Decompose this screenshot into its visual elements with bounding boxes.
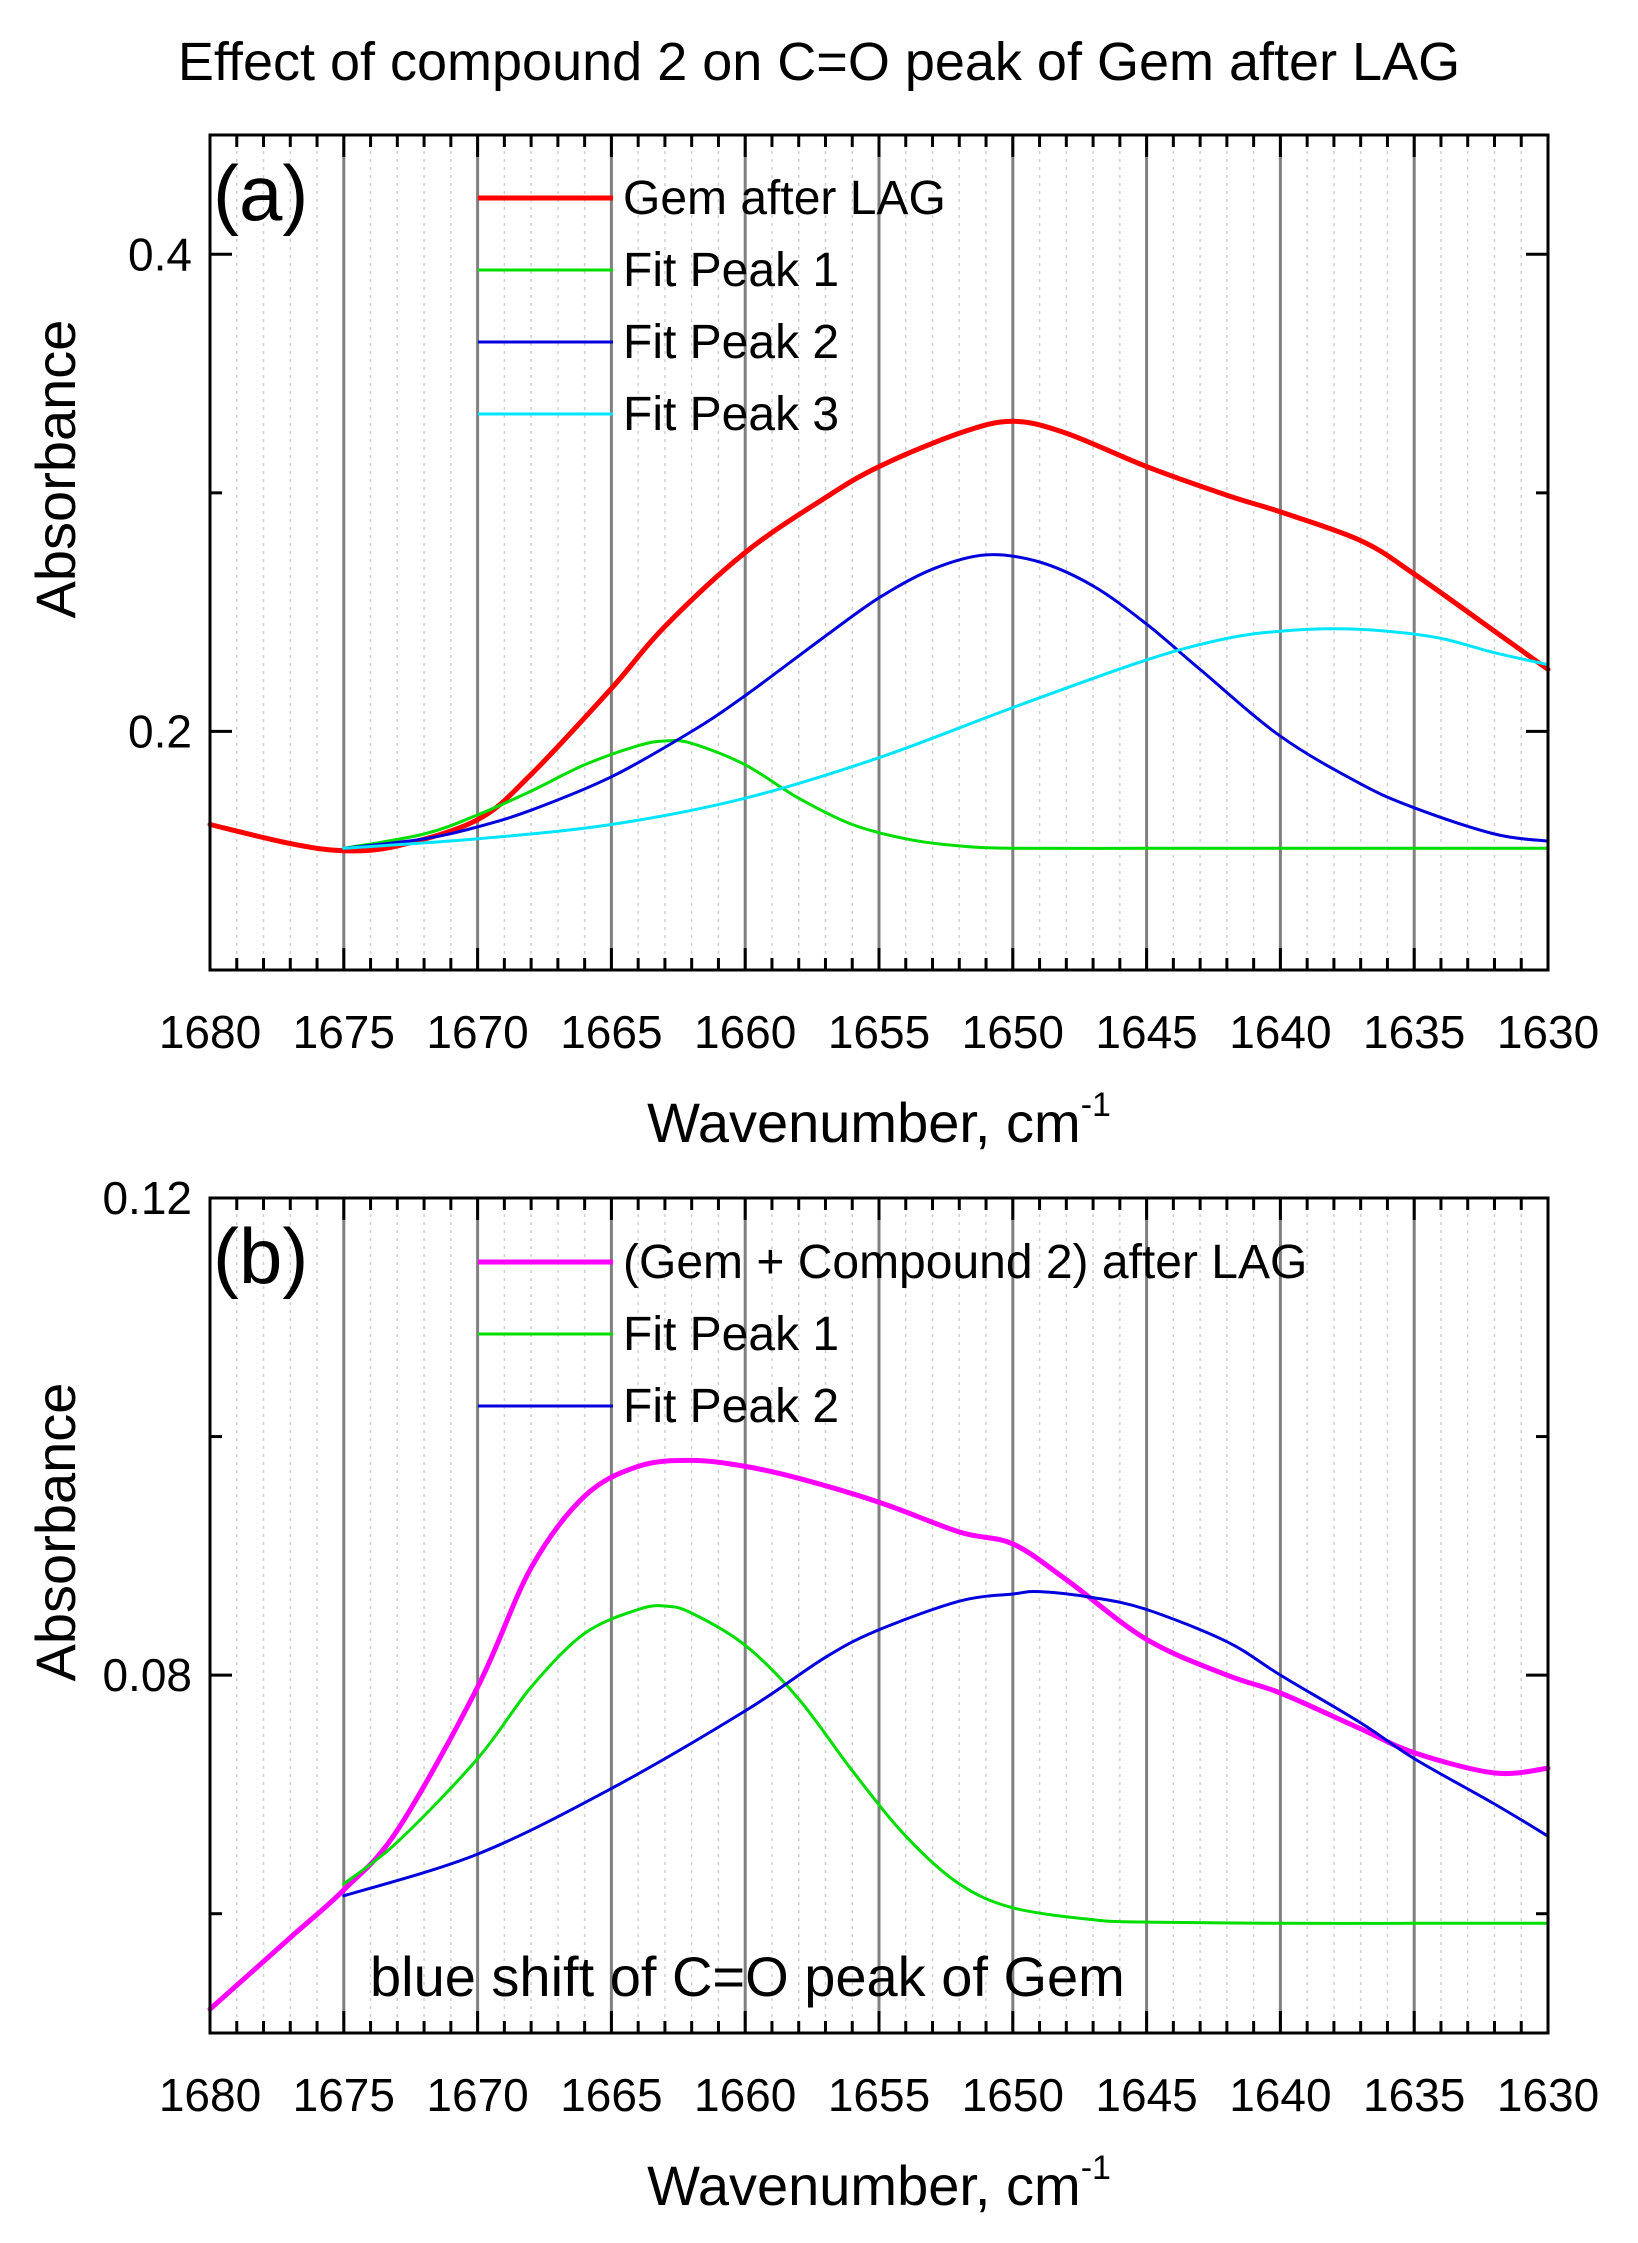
x-axis-label-superscript: -1	[1081, 2149, 1111, 2187]
series-line-3	[342, 553, 1550, 850]
x-tick-label: 1645	[1095, 1006, 1197, 1058]
annotation-text: blue shift of C=O peak of Gem	[370, 1945, 1125, 2008]
x-tick-label: 1645	[1095, 2069, 1197, 2121]
x-tick-label: 1660	[694, 2069, 796, 2121]
x-axis-label: Wavenumber, cm-1	[647, 2149, 1111, 2217]
y-tick-label: 0.2	[128, 705, 192, 757]
x-tick-label: 1635	[1363, 1006, 1465, 1058]
x-tick-label: 1630	[1497, 1006, 1599, 1058]
y-tick-label: 0.08	[102, 1649, 192, 1701]
x-axis-label: Wavenumber, cm-1	[647, 1086, 1111, 1154]
legend-label-3: Fit Peak 2	[623, 316, 839, 369]
figure-title: Effect of compound 2 on C=O peak of Gem …	[178, 32, 1460, 92]
y-tick-label: 0.4	[128, 228, 192, 280]
x-tick-label: 1660	[694, 1006, 796, 1058]
x-axis-label-superscript: -1	[1081, 1086, 1111, 1124]
panel-b: 1680 1675 1670 1665 1660 1655 1650 1645 1640 1635…	[24, 1172, 1599, 2217]
legend-label-4: Fit Peak 3	[623, 388, 839, 441]
x-tick-label: 1655	[828, 2069, 930, 2121]
legend-label-1: (Gem + Compound 2) after LAG	[623, 1236, 1307, 1289]
legend-label-2: Fit Peak 1	[623, 1308, 839, 1361]
x-tick-label: 1650	[962, 1006, 1064, 1058]
y-tick-label: 0.12	[102, 1172, 192, 1224]
panel-label: (b)	[213, 1212, 308, 1300]
x-tick-label: 1665	[560, 2069, 662, 2121]
x-tick-label: 1635	[1363, 2069, 1465, 2121]
x-tick-label: 1680	[159, 2069, 261, 2121]
series-line-2	[342, 1604, 1550, 1925]
panel-label: (a)	[213, 149, 308, 237]
x-tick-label: 1670	[426, 1006, 528, 1058]
legend-label-3: Fit Peak 2	[623, 1380, 839, 1433]
x-tick-label: 1640	[1229, 1006, 1331, 1058]
x-tick-label: 1665	[560, 1006, 662, 1058]
panel-a: 1680 1675 1670 1665 1660 1655 1650 1645 1640 1635…	[24, 133, 1599, 1154]
legend-label-2: Fit Peak 1	[623, 244, 839, 297]
legend-label-1: Gem after LAG	[623, 172, 946, 225]
x-tick-label: 1650	[962, 2069, 1064, 2121]
series-line-3	[342, 1589, 1550, 1898]
x-tick-label: 1680	[159, 1006, 261, 1058]
x-tick-label: 1675	[293, 1006, 395, 1058]
series-line-4	[342, 627, 1550, 850]
series-line-2	[342, 739, 1550, 850]
series-line-1	[207, 1457, 1551, 2012]
x-tick-label: 1630	[1497, 2069, 1599, 2121]
y-axis-label: Absorbance	[24, 320, 87, 619]
x-tick-label: 1675	[293, 2069, 395, 2121]
y-axis-label: Absorbance	[24, 1383, 87, 1682]
x-tick-label: 1655	[828, 1006, 930, 1058]
x-tick-label: 1640	[1229, 2069, 1331, 2121]
x-tick-label: 1670	[426, 2069, 528, 2121]
